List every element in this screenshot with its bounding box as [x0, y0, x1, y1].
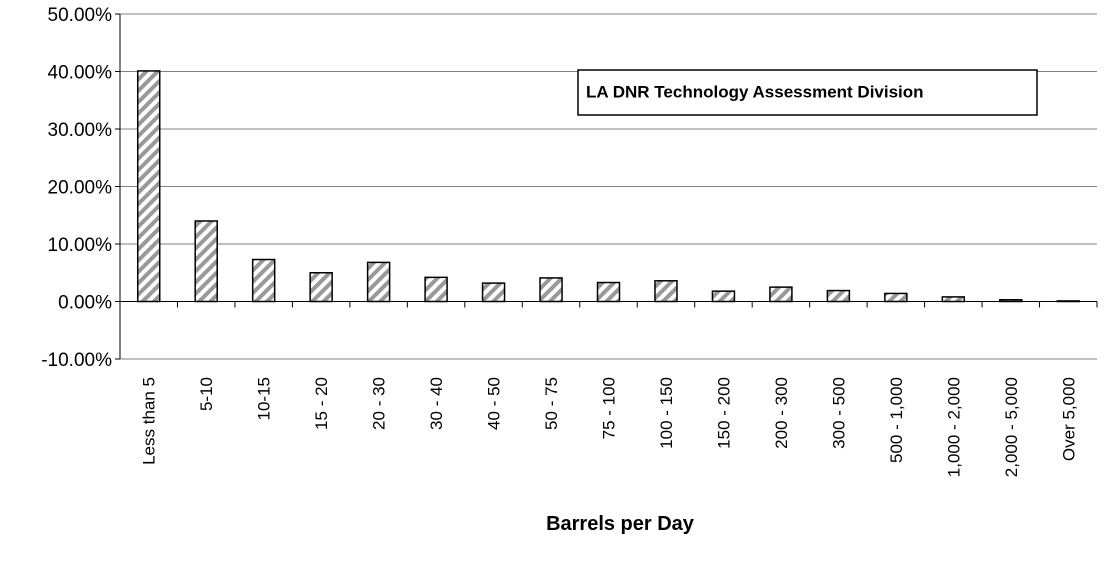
y-tick-label: 30.00% — [48, 120, 113, 141]
bar — [194, 220, 218, 303]
x-tick-label: 10-15 — [255, 377, 274, 420]
y-tick-label: 0.00% — [58, 293, 112, 314]
x-tick-label: Less than 5 — [140, 377, 159, 465]
x-tick-label: Over 5,000 — [1059, 377, 1078, 461]
x-tick-label: 75 - 100 — [600, 377, 619, 439]
x-tick-label: 30 - 40 — [427, 377, 446, 430]
bar — [309, 272, 333, 303]
bar — [941, 296, 966, 303]
x-tick-label: 200 - 300 — [772, 377, 791, 449]
bar — [481, 282, 506, 303]
x-tick-label: 100 - 150 — [657, 377, 676, 449]
bar — [884, 292, 908, 303]
x-tick-label: 20 - 30 — [370, 377, 389, 430]
x-tick-label: 15 - 20 — [312, 377, 331, 430]
x-tick-label: 50 - 75 — [542, 377, 561, 430]
y-tick-label: 20.00% — [48, 178, 113, 199]
bar — [136, 70, 161, 303]
annotation: LA DNR Technology Assessment Division — [586, 82, 924, 101]
bar — [424, 276, 448, 303]
x-tick-label: 500 - 1,000 — [887, 377, 906, 463]
y-tick-label: 50.00% — [48, 5, 113, 26]
bar — [654, 280, 678, 303]
bar — [769, 286, 793, 303]
annotation-box — [577, 69, 1038, 116]
x-tick-label: 40 - 50 — [485, 377, 504, 430]
x-tick-label: 5-10 — [197, 377, 216, 411]
y-tick-label: 10.00% — [48, 235, 113, 256]
x-axis-title: Barrels per Day — [546, 513, 695, 535]
bar — [999, 299, 1023, 303]
y-tick-label: 40.00% — [48, 63, 113, 84]
y-tick-label: -10.00% — [41, 350, 112, 371]
x-tick-label: 150 - 200 — [714, 377, 733, 449]
bar — [251, 258, 276, 303]
bar — [366, 261, 391, 303]
x-tick-label: 2,000 - 5,000 — [1002, 377, 1021, 477]
x-tick-label: 1,000 - 2,000 — [944, 377, 963, 477]
bar — [539, 277, 563, 303]
bar — [1056, 300, 1081, 303]
bar — [711, 290, 736, 303]
x-tick-label: 300 - 500 — [829, 377, 848, 449]
bar — [826, 289, 851, 303]
bar — [596, 281, 621, 303]
